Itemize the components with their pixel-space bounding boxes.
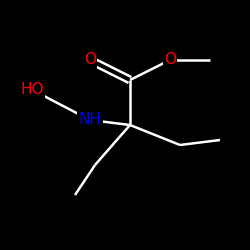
- Text: O: O: [84, 52, 96, 68]
- Text: HO: HO: [21, 82, 44, 98]
- Text: O: O: [164, 52, 176, 68]
- Text: NH: NH: [78, 112, 102, 128]
